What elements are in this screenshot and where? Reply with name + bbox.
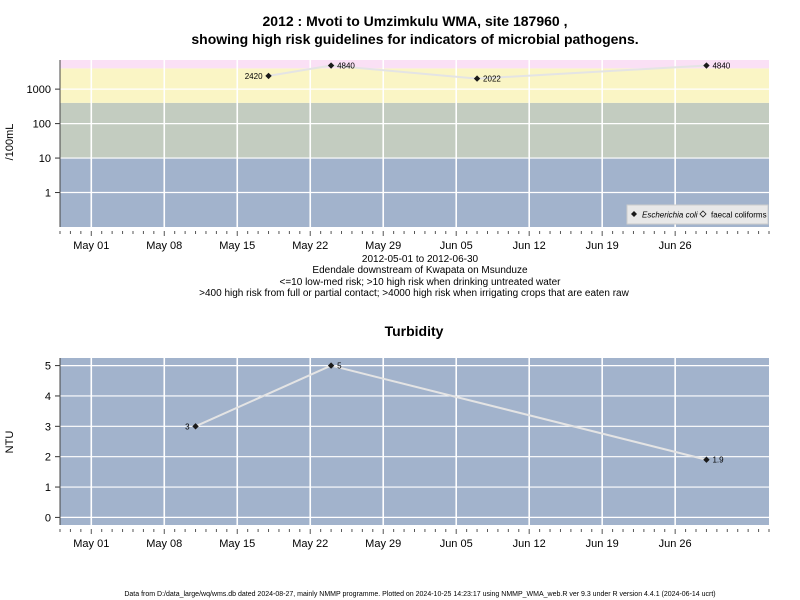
chart1-data-point	[703, 62, 710, 69]
chart1-title-line2: showing high risk guidelines for indicat…	[191, 31, 638, 47]
chart1-y-axis-label: /100mL	[4, 124, 16, 161]
chart2-x-tick-label: May 01	[73, 538, 109, 550]
chart1-data-label: 2420	[245, 72, 263, 81]
chart2-data-label: 1.9	[712, 456, 724, 465]
chart2-x-tick-label: May 08	[146, 538, 182, 550]
chart1-series-line	[268, 64, 707, 80]
chart1-x-tick-label: May 08	[146, 240, 182, 252]
chart2-x-tick-label: Jun 19	[586, 538, 619, 550]
chart1-data-point	[473, 75, 481, 82]
chart1-x-tick-label: Jun 05	[440, 240, 473, 252]
chart2-x-tick-label: May 29	[365, 538, 401, 550]
chart1-y-tick-label: 10	[39, 153, 51, 165]
chart1-data-label: 4840	[712, 62, 730, 71]
chart1-data-point	[265, 72, 272, 80]
chart1-x-tick-label: May 29	[365, 240, 401, 252]
chart1-data-label: 4840	[337, 62, 355, 71]
chart2-y-tick-label: 0	[45, 512, 51, 524]
chart2-data-point	[703, 456, 710, 463]
chart1-data-point	[327, 62, 335, 69]
chart1-plot-area: 1 10 100 1000 May 01 May 08 May 15 May 22 May 29…	[27, 60, 770, 252]
chart2-y-tick-label: 5	[45, 361, 51, 373]
chart2-data-point	[192, 423, 199, 430]
chart2-x-tick-label: Jun 05	[440, 538, 473, 550]
legend-label-faecal: faecal coliforms	[711, 211, 767, 220]
chart1-y-tick-label: 1000	[27, 84, 51, 96]
legend-label-ecoli: Escherichia coli	[642, 211, 698, 220]
chart1-legend: Escherichia coli faecal coliforms	[626, 204, 769, 225]
chart2-y-axis-label: NTU	[4, 431, 16, 454]
chart1-y-tick-label: 100	[33, 119, 51, 131]
chart1-y-tick-label: 1	[45, 188, 51, 200]
chart1-x-tick-label: May 22	[292, 240, 328, 252]
legend-box	[626, 204, 769, 225]
legend-marker-ecoli	[631, 211, 637, 217]
site-name-text: Edendale downstream of Kwapata on Msundu…	[312, 265, 528, 276]
chart2-y-tick-label: 1	[45, 482, 51, 494]
chart2-x-tick-label: Jun 12	[513, 538, 546, 550]
date-range-text: 2012-05-01 to 2012-06-30	[362, 254, 479, 265]
chart2-y-tick-label: 2	[45, 452, 51, 464]
chart1-data-label: 2022	[483, 75, 501, 84]
chart1-x-tick-label: May 01	[73, 240, 109, 252]
chart2-x-tick-label: May 15	[219, 538, 255, 550]
chart2-title: Turbidity	[385, 323, 444, 339]
chart2-x-tick-label: Jun 26	[659, 538, 692, 550]
chart2-plot-background	[60, 358, 769, 525]
chart2-data-point	[327, 362, 335, 369]
chart1-risk-band-1	[60, 102, 769, 159]
chart1-risk-band-3	[60, 60, 769, 69]
footer-note: Data from D:/data_large/wq/wms.db dated …	[124, 591, 715, 598]
chart1-x-tick-label: Jun 12	[513, 240, 546, 252]
risk-guideline-line1: <=10 low-med risk; >10 high risk when dr…	[280, 277, 562, 288]
chart1-x-tick-label: Jun 19	[586, 240, 619, 252]
chart2-x-tick-label: May 22	[292, 538, 328, 550]
legend-marker-faecal	[699, 210, 707, 218]
chart2-data-label: 5	[337, 362, 342, 371]
chart2-plot-area: 0 1 2 3 4 5 May 01 May 08 May 15 May 22 May 29 Jun …	[45, 358, 770, 550]
chart1-x-tick-label: May 15	[219, 240, 255, 252]
chart2-y-tick-label: 3	[45, 421, 51, 433]
chart1-title-line1: 2012 : Mvoti to Umzimkulu WMA, site 1879…	[263, 13, 568, 29]
chart1-x-tick-label: Jun 26	[659, 240, 692, 252]
chart2-data-label: 3	[185, 422, 190, 431]
risk-guideline-line2: >400 high risk from full or partial cont…	[199, 288, 629, 299]
chart2-y-tick-label: 4	[45, 391, 51, 403]
chart1-risk-band-2	[60, 68, 769, 103]
